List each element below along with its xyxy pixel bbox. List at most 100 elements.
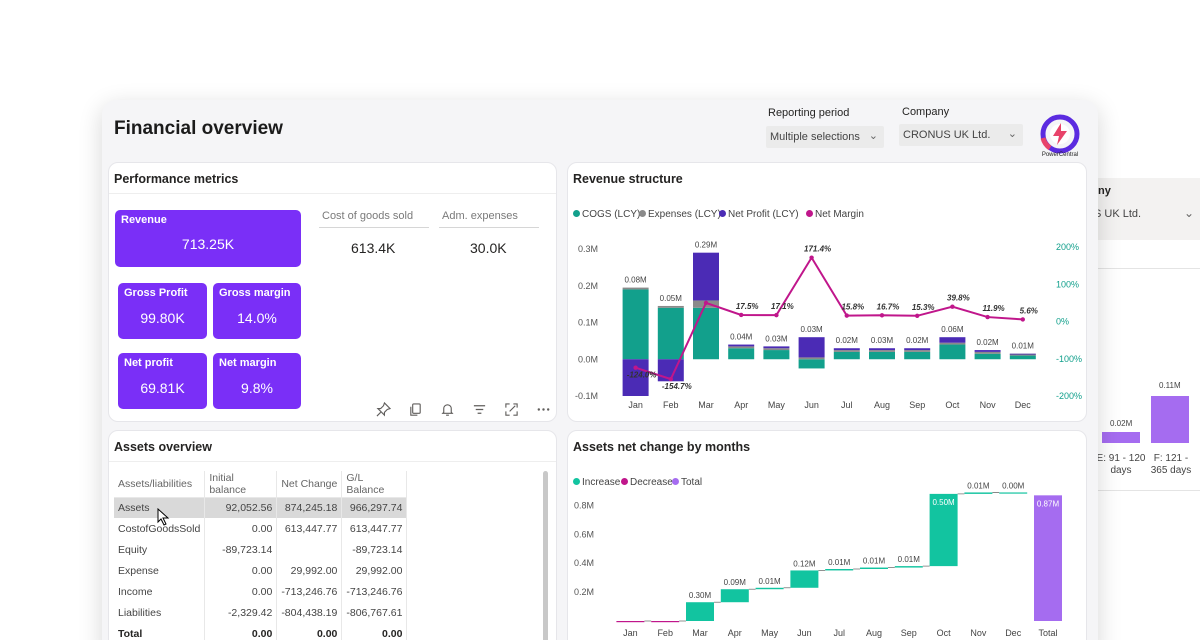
x-axis-tick-label: Jul xyxy=(841,400,853,410)
powercentral-logo xyxy=(1040,114,1080,154)
waterfall-value-label: 0.87M xyxy=(1037,499,1060,508)
net-margin-label: 5.6% xyxy=(1020,306,1038,315)
kpi-card-net-profit[interactable]: Net profit 69.81K xyxy=(118,353,207,409)
x-axis-tick-label: Apr xyxy=(728,628,742,638)
y-axis-tick-label: -0.1M xyxy=(575,391,598,401)
divider xyxy=(109,461,556,462)
table-cell: 0.00 xyxy=(276,623,343,640)
column-header[interactable]: Assets/liabilities xyxy=(114,471,206,498)
table-cell: 0.00 xyxy=(204,560,278,581)
pin-icon[interactable] xyxy=(376,401,392,421)
x-axis-tick-label: Aug xyxy=(866,628,882,638)
net-margin-point xyxy=(915,313,920,319)
waterfall-bar xyxy=(999,492,1028,494)
table-row[interactable]: Liabilities -2,329.42 -804,438.19 -806,767.… xyxy=(114,602,408,623)
waterfall-bar xyxy=(686,602,714,621)
chevron-down-icon: ⌄ xyxy=(1007,128,1017,140)
column-header[interactable]: Net Change xyxy=(276,471,343,498)
table-cell: -804,438.19 xyxy=(276,602,343,623)
kpi-card-revenue[interactable]: Revenue 713.25K xyxy=(115,210,301,267)
legend-item-net-profit[interactable]: Net Profit (LCY) xyxy=(719,209,799,220)
y2-axis-tick-label: -200% xyxy=(1056,391,1082,401)
legend-item-decrease[interactable]: Decrease xyxy=(621,477,673,488)
table-cell: Total xyxy=(114,623,206,640)
table-total-row[interactable]: Total 0.00 0.00 0.00 xyxy=(114,623,408,640)
bar-segment xyxy=(622,287,649,290)
legend-item-cogs[interactable]: COGS (LCY) xyxy=(573,209,640,220)
x-axis-tick-label: Oct xyxy=(945,400,960,410)
kpi-card-net-margin[interactable]: Net margin 9.8% xyxy=(213,353,301,409)
bar-segment xyxy=(763,348,790,351)
chevron-down-icon: ⌄ xyxy=(1184,206,1195,220)
table-scrollbar[interactable] xyxy=(543,471,548,640)
reporting-period-label: Reporting period xyxy=(768,107,850,119)
x-axis-tick-label: Feb xyxy=(657,628,673,638)
legend-dot xyxy=(639,210,646,217)
bell-icon[interactable] xyxy=(440,402,455,421)
x-axis-tick-label: Nov xyxy=(980,400,997,410)
column-header[interactable]: G/L Balance xyxy=(341,471,408,498)
filter-icon[interactable] xyxy=(472,402,487,421)
legend-dot xyxy=(573,478,580,485)
background-bar xyxy=(1102,432,1140,443)
column-header[interactable]: Initial balance xyxy=(204,471,278,498)
y2-axis-tick-label: 200% xyxy=(1056,242,1079,252)
net-margin-point xyxy=(633,365,638,370)
company-value: CRONUS UK Ltd. xyxy=(903,129,991,141)
bar-segment xyxy=(657,305,684,308)
more-options-icon[interactable] xyxy=(536,402,551,421)
assets-waterfall-chart: 0.8M 0.6M 0.4M 0.2M Jan Feb 0.30M Mar 0.09M Apr 0.… xyxy=(574,481,1062,638)
kpi-card-gross-profit[interactable]: Gross Profit 99.80K xyxy=(118,283,207,339)
focus-mode-icon[interactable] xyxy=(504,402,519,421)
x-axis-tick-label: Jan xyxy=(628,400,643,410)
company-dropdown[interactable]: CRONUS UK Ltd. ⌄ xyxy=(899,124,1023,146)
kpi-card-gross-margin[interactable]: Gross margin 14.0% xyxy=(213,283,301,339)
kpi-label: Gross Profit xyxy=(124,287,188,299)
bar-segment xyxy=(974,351,1001,354)
legend-item-total[interactable]: Total xyxy=(672,477,702,488)
table-row[interactable]: Assets 92,052.56 874,245.18 966,297.74 xyxy=(114,497,408,518)
kpi-label: Net margin xyxy=(219,357,277,369)
table-cell: CostofGoodsSold xyxy=(114,518,206,539)
x-axis-tick-label: Jun xyxy=(797,628,812,638)
reporting-period-dropdown[interactable]: Multiple selections ⌄ xyxy=(766,126,884,148)
waterfall-value-label: 0.01M xyxy=(758,577,781,586)
revenue-structure-chart: 0.3M 0.2M 0.1M 0.0M -0.1M 200% 100% 0% -100% -200… xyxy=(575,241,1082,410)
net-margin-point xyxy=(668,376,673,382)
net-margin-label: 171.4% xyxy=(804,245,831,254)
table-cell: -713,246.76 xyxy=(276,581,343,602)
copy-icon[interactable] xyxy=(408,402,423,421)
table-row[interactable]: CostofGoodsSold 0.00 613,447.77 613,447.77 xyxy=(114,518,408,539)
legend-item-increase[interactable]: Increase xyxy=(573,477,620,488)
table-row[interactable]: Expense 0.00 29,992.00 29,992.00 xyxy=(114,560,408,581)
table-row[interactable]: Equity -89,723.14 -89,723.14 xyxy=(114,539,408,560)
background-company-filter[interactable] xyxy=(1080,178,1200,240)
revenue-structure-panel: Revenue structure COGS (LCY) Expenses (L… xyxy=(567,162,1087,422)
y2-axis-tick-label: 0% xyxy=(1056,317,1069,327)
net-margin-label: 17.5% xyxy=(736,302,759,311)
net-margin-label: 16.7% xyxy=(877,302,900,311)
bar-segment xyxy=(869,350,895,352)
bar-total-label: 0.08M xyxy=(624,276,647,285)
table-cell: -2,329.42 xyxy=(204,602,278,623)
bar-segment xyxy=(728,348,755,360)
waterfall-bar xyxy=(825,569,854,571)
net-margin-label: -124.0% xyxy=(627,371,657,380)
legend-label: Total xyxy=(681,477,703,488)
y-axis-tick-label: 0.1M xyxy=(578,318,598,328)
net-margin-label: 11.9% xyxy=(983,304,1005,313)
legend-item-expenses[interactable]: Expenses (LCY) xyxy=(639,209,721,220)
page-title: Financial overview xyxy=(114,118,283,139)
y2-axis-tick-label: -100% xyxy=(1056,354,1082,364)
bar-segment xyxy=(693,307,719,360)
waterfall-value-label: 0.12M xyxy=(793,559,816,568)
legend-item-net-margin[interactable]: Net Margin xyxy=(806,209,864,220)
bar-segment xyxy=(1009,353,1036,356)
legend-dot xyxy=(621,478,628,485)
table-row[interactable]: Income 0.00 -713,246.76 -713,246.76 xyxy=(114,581,408,602)
table-cell: 0.00 xyxy=(204,581,278,602)
bar-segment xyxy=(763,346,790,349)
net-margin-label: 15.8% xyxy=(841,303,864,312)
bar-total-label: 0.06M xyxy=(941,325,964,334)
